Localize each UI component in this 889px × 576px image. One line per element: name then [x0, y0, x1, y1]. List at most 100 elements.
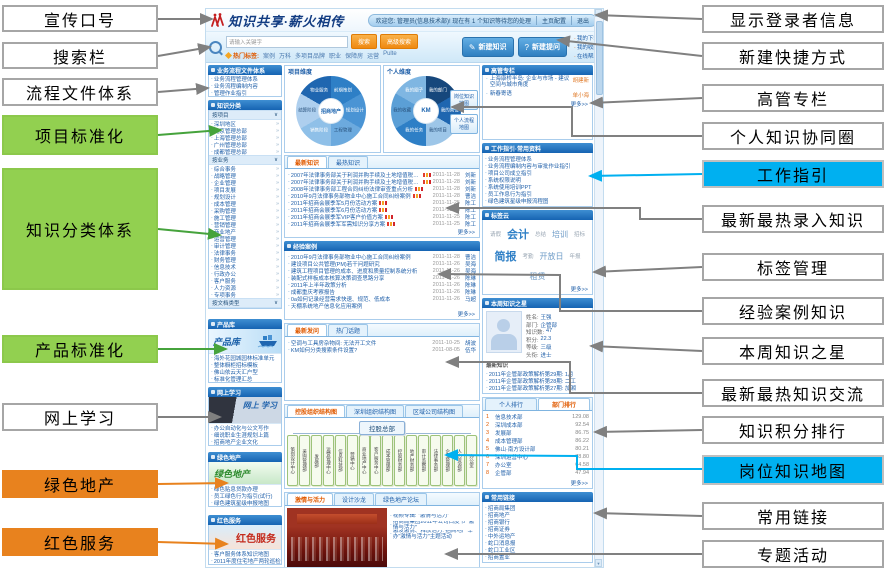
knowledge-tab[interactable]: 最新知识: [287, 156, 328, 168]
hot-tag-link[interactable]: 保障房: [345, 54, 364, 60]
work-guide-link[interactable]: 项目公司成立指引: [483, 169, 592, 177]
knowledge-author[interactable]: 陈工: [464, 200, 476, 207]
group-by-project[interactable]: 按项目 ∨: [209, 110, 281, 120]
rank-department[interactable]: 办公室: [495, 463, 512, 469]
map-quick-button[interactable]: 个人流程地图: [450, 114, 478, 134]
common-link[interactable]: 中外运地产: [483, 532, 592, 540]
case-author[interactable]: 陈琳: [464, 282, 476, 289]
new-question-button[interactable]: ? 新建提问: [517, 37, 567, 57]
knowledge-author[interactable]: 陈工: [464, 207, 476, 214]
org-department-node[interactable]: 企业管理部: [441, 435, 453, 486]
tag-cloud-item[interactable]: 招标: [574, 232, 586, 239]
elearning-link[interactable]: 办公自动化与公文写作: [209, 424, 281, 432]
event-link[interactable]: 激发激情、释放活力: 招商地产举办"激情与活力"主题活动: [392, 530, 473, 539]
case-title[interactable]: 2011年上半年政策分析: [290, 282, 347, 289]
knowledge-title[interactable]: 2008年法律事务部工程合同纠纷法律审查重点分析: [290, 186, 414, 193]
qa-title[interactable]: 空调与工具房杂物间: 无法开工文件: [290, 340, 377, 347]
tag-cloud-item[interactable]: 开放日: [539, 251, 564, 261]
wheel-segment-label[interactable]: 销售阶段: [310, 127, 329, 133]
knowledge-title[interactable]: 2007年法律事务部关于利润并购手续及土地增值税的研究思路: [290, 172, 421, 179]
knowledge-row[interactable]: 2011年招商会展季军VIP客户价值方案 2011-11-25 陈工: [288, 213, 476, 221]
more-ranking-link[interactable]: 更多>>: [570, 481, 588, 487]
rank-department[interactable]: 成本管理部: [495, 439, 523, 445]
org-department-node[interactable]: 审计监察部: [418, 435, 430, 486]
project-category-link[interactable]: 成都管理总部: [209, 148, 281, 156]
group-by-business[interactable]: 按业务 ∨: [209, 155, 281, 165]
business-category-link[interactable]: 审计管理: [209, 242, 281, 250]
ranking-row[interactable]: 8 企管部 47.94: [483, 469, 592, 477]
org-department-node[interactable]: 发展部: [310, 435, 322, 486]
event-link[interactable]: 视频专辑: "激情与活力": [392, 513, 450, 519]
knowledge-row[interactable]: 2007年法律事务部关于利润并购手续及土地增值税的研究思路 2011-11-28…: [288, 178, 476, 186]
product-library-banner[interactable]: 产品库: [209, 329, 281, 354]
event-photo[interactable]: [287, 508, 387, 567]
case-title[interactable]: 建设项目公共管理(PM)若干问题研究: [290, 261, 380, 268]
hot-tag-link[interactable]: Pulte: [383, 51, 397, 57]
knowledge-row[interactable]: 2007年法律事务部关于利润并购手续及土地增值税的研究思路 2011-11-28…: [288, 171, 476, 179]
product-link[interactable]: 标准化管理汇总: [209, 375, 281, 383]
tag-cloud-item[interactable]: 租赁: [529, 271, 546, 281]
org-tab[interactable]: 控股组织结构图: [287, 405, 346, 417]
wheel-segment-label[interactable]: 我的圈子: [405, 87, 424, 93]
business-category-link[interactable]: 综合事务: [209, 165, 281, 173]
case-author[interactable]: 吴海: [464, 261, 476, 268]
product-link[interactable]: 整体橱柜招标模板: [209, 361, 281, 369]
project-category-link[interactable]: 上海管理总部: [209, 134, 281, 142]
knowledge-title[interactable]: 2011年招商会展季军6月份活动方案: [290, 207, 378, 214]
wheel-segment-label[interactable]: 我的部门: [428, 87, 447, 93]
rank-department[interactable]: 信息技术部: [495, 415, 523, 421]
portal-scrollbar[interactable]: ▲ ▼: [594, 9, 603, 567]
org-department-node[interactable]: 商业地产中心: [358, 435, 370, 486]
wheel-segment-label[interactable]: 我的岗位: [440, 107, 459, 113]
org-department-node[interactable]: 信息科技部: [334, 435, 346, 486]
knowledge-title[interactable]: 2011年招商会展季军军需知识分享方案: [290, 221, 386, 228]
case-title[interactable]: 建筑工程项目管理的成本、进度和质量控制系统分析: [290, 268, 418, 275]
knowledge-row[interactable]: 2011年招商会展季军军需知识分享方案 2011-11-25 陈工: [288, 220, 476, 228]
business-category-link[interactable]: 战略管理: [209, 172, 281, 180]
common-link[interactable]: 招商银行: [483, 518, 592, 526]
case-row[interactable]: 2011年上半年政策分析 2011-11-26 陈琳: [288, 281, 476, 289]
knowledge-title[interactable]: 2011年招商会展季军VIP客户价值方案: [290, 214, 384, 221]
hot-tag-link[interactable]: 运营: [367, 54, 380, 60]
project-stage-wheel[interactable]: 前期策划 规划设计 工程管理 销售阶段 结算阶段 物业服务 招商地产: [296, 76, 366, 146]
org-department-node[interactable]: 办公室: [465, 435, 477, 486]
knowledge-author[interactable]: 刘新: [464, 172, 476, 179]
qa-row[interactable]: KM如何分类搜索条件设置? 2011-08-05 伍华: [288, 346, 476, 354]
case-row[interactable]: 天棚系统地产信息化应用案例: [288, 302, 476, 310]
case-row[interactable]: 2010年9月法律事务部物业中心施工合同纠纷案例 2011-11-28 曹洁: [288, 253, 476, 261]
search-button[interactable]: 搜索: [351, 34, 378, 49]
case-title[interactable]: 0a如何记录经营需求快速、规范、低成本: [290, 296, 391, 303]
ranking-row[interactable]: 4 成本管理部 86.22: [483, 437, 592, 445]
more-tags-link[interactable]: 更多>>: [570, 287, 588, 293]
case-row[interactable]: 建设项目公共管理(PM)若干问题研究 2011-11-26 吴海: [288, 260, 476, 268]
elearning-link[interactable]: 细说职业生涯规划上篇: [209, 431, 281, 439]
group-by-doctype[interactable]: 按文档类型 ∨: [209, 298, 281, 308]
wheel-segment-label[interactable]: 我的收藏: [393, 107, 412, 113]
org-department-node[interactable]: 成本管理部: [382, 435, 394, 486]
knowledge-title[interactable]: 2007年法律事务部关于利润并购手续及土地增值税的研究思路: [290, 179, 421, 186]
wheel-segment-label[interactable]: 结算阶段: [298, 107, 317, 113]
org-department-node[interactable]: 客户服务中心: [370, 435, 382, 486]
case-title[interactable]: 装配式样板成本核算决策调查思路分享: [290, 275, 385, 282]
org-department-node[interactable]: 人力资源部: [453, 435, 465, 486]
star-knowledge-link[interactable]: 2011年企管部政策解析第29期: 1月: [484, 370, 591, 378]
event-link[interactable]: 招商局集团2011年公司白皮书 "激情与活力": [392, 521, 475, 530]
events-tab[interactable]: 设计沙龙: [334, 493, 375, 505]
business-category-link[interactable]: 信息技术: [209, 263, 281, 271]
business-category-link[interactable]: 企业管理: [209, 179, 281, 187]
case-title[interactable]: 成都重庆考察报告: [290, 289, 335, 296]
case-author[interactable]: 陈琳: [464, 289, 476, 296]
elearning-link[interactable]: 招商地产企业文化: [209, 438, 281, 446]
knowledge-author[interactable]: 刘新: [464, 186, 476, 193]
knowledge-row[interactable]: 2008年法律事务部工程合同纠纷法律审查重点分析 2011-11-28 刘新: [288, 185, 476, 193]
green-estate-link[interactable]: 绿色贴息贷款办理: [209, 485, 281, 493]
org-department-node[interactable]: 营销中心: [346, 435, 358, 486]
tag-cloud-item[interactable]: 考勤: [522, 254, 534, 261]
hot-tag-link[interactable]: 职业: [329, 54, 342, 60]
wheel-segment-label[interactable]: 前期策划: [333, 87, 352, 93]
knowledge-title[interactable]: 2011年招商会展季军5月份活动方案: [290, 200, 378, 207]
work-guide-link[interactable]: 系统使用培训PPT: [483, 183, 592, 191]
exec-row[interactable]: 新春寄语 单小海: [483, 90, 592, 100]
common-link[interactable]: 招商地产: [483, 511, 592, 519]
case-author[interactable]: 吴海: [464, 268, 476, 275]
